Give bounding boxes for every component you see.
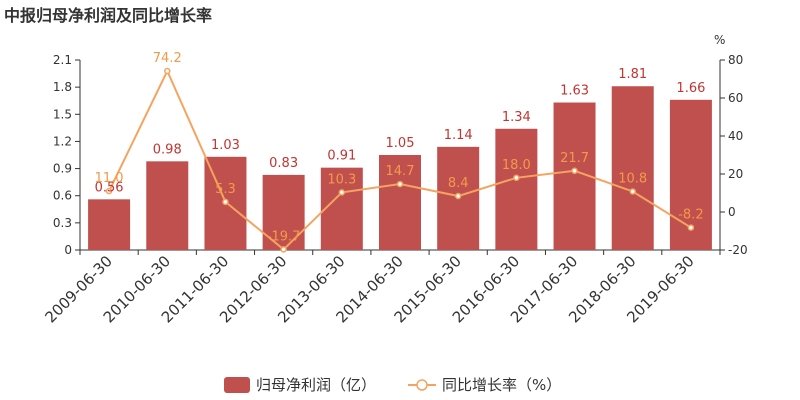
bar-data-label: 1.05	[386, 136, 415, 151]
right-axis-tick-label: 40	[728, 129, 743, 143]
right-axis-tick-label: 80	[728, 53, 743, 67]
bar-data-label: 1.14	[444, 128, 473, 143]
left-axis-tick-label: 2.1	[53, 53, 72, 67]
data-labels: 0.56 0.98 1.03 0.83 0.91 1.05 1.14 1.34 1.63 1.81…	[95, 51, 706, 244]
line-data-label: -19.7	[267, 229, 301, 244]
left-axis-tick-label: 0.9	[53, 162, 72, 176]
bar-data-label: 0.98	[153, 142, 182, 157]
bar	[88, 199, 131, 250]
legend-line-label: 同比增长率（%）	[442, 376, 561, 394]
right-axis-tick-label: 20	[728, 167, 743, 181]
right-axis-tick-label: 60	[728, 91, 743, 105]
line-data-label: 10.3	[327, 172, 356, 187]
bar	[146, 161, 189, 250]
legend-line-marker	[416, 379, 428, 391]
bar	[379, 155, 421, 250]
bar-data-label: 1.66	[676, 81, 705, 96]
bar-data-label: 0.91	[327, 149, 356, 164]
bar	[320, 167, 363, 250]
right-axis-unit: %	[714, 33, 725, 47]
left-axis-tick-label: 1.8	[53, 80, 72, 94]
line-point	[513, 174, 520, 182]
line-point	[687, 224, 695, 231]
line-point	[338, 189, 346, 196]
left-axis-tick-label: 1.5	[53, 107, 72, 121]
chart-title: 中报归母净利润及同比增长率	[4, 6, 213, 25]
line-point	[571, 167, 578, 175]
bar-series	[88, 86, 712, 251]
line-data-label: 11.0	[95, 171, 124, 186]
right-axis-tick-label: -20	[728, 243, 748, 257]
line-data-label: 21.7	[560, 151, 589, 166]
line-point	[454, 192, 462, 200]
bar-data-label: 1.34	[502, 110, 531, 125]
line-point	[105, 187, 113, 195]
line-point	[629, 188, 636, 195]
line-data-label: -8.2	[678, 208, 703, 223]
line-point	[396, 180, 404, 188]
left-axis-tick-label: 0.6	[53, 189, 72, 203]
line-data-label: 18.0	[502, 158, 531, 173]
line-point	[164, 67, 171, 75]
legend: 归母净利润（亿） 同比增长率（%）	[224, 376, 561, 394]
line-point	[222, 198, 229, 206]
bar-data-label: 1.81	[618, 67, 647, 82]
bar-data-label: 1.63	[560, 84, 589, 99]
line-series	[105, 67, 695, 253]
legend-bar-swatch	[224, 377, 250, 393]
bar	[611, 86, 654, 250]
line-data-label: 5.3	[215, 182, 236, 197]
line-data-label: 8.4	[448, 176, 469, 191]
legend-bar-label: 归母净利润（亿）	[256, 376, 376, 394]
bar	[495, 128, 538, 250]
left-axis-tick-label: 0	[64, 243, 72, 257]
line-point	[280, 246, 287, 253]
right-axis-tick-label: 0	[728, 205, 736, 219]
left-axis-tick-label: 1.2	[53, 134, 72, 148]
line-data-label: 10.8	[618, 171, 647, 186]
line-data-label: 14.7	[386, 164, 415, 179]
bar-data-label: 0.56	[95, 180, 124, 195]
bar-data-label: 1.03	[211, 138, 240, 153]
line-data-label: 74.2	[153, 51, 182, 66]
bar-data-label: 0.83	[269, 156, 298, 171]
left-axis-tick-label: 0.3	[53, 216, 72, 230]
